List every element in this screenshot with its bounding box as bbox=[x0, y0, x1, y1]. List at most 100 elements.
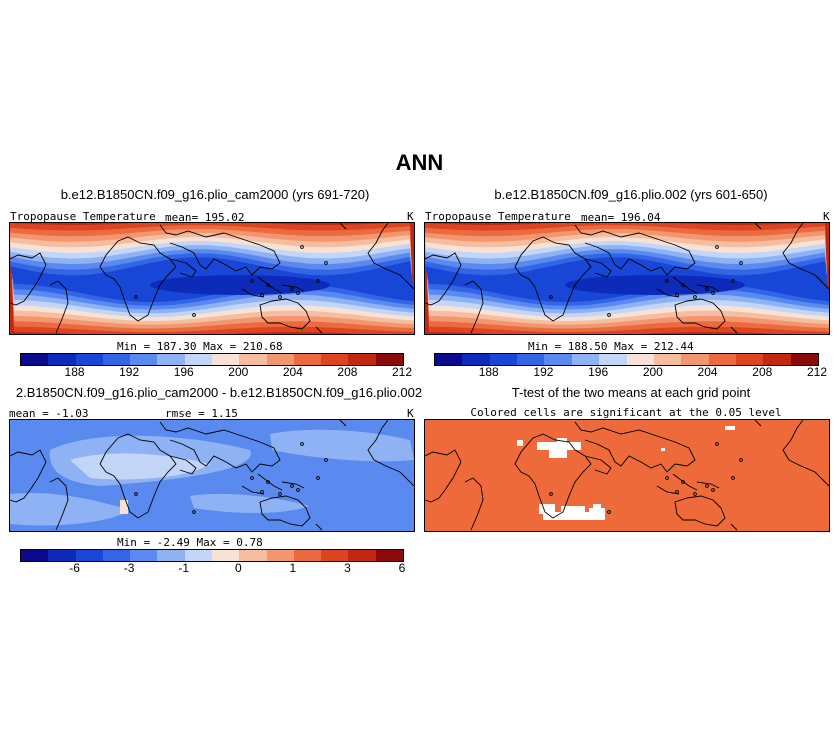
panel2-map-svg bbox=[425, 223, 829, 334]
colorbar-tick-label: 6 bbox=[398, 561, 406, 575]
colorbar-cell bbox=[48, 550, 76, 561]
colorbar-cell bbox=[763, 354, 791, 365]
panel2-colorbar-ticks: 188 192 196 200 204 208 212 bbox=[434, 365, 827, 381]
colorbar-cell bbox=[321, 354, 349, 365]
significant-area bbox=[425, 420, 829, 531]
panel3-units-label: K bbox=[407, 407, 414, 420]
panel1-map bbox=[9, 222, 415, 335]
coastline bbox=[49, 280, 69, 334]
colorbar-cell bbox=[790, 354, 819, 365]
colorbar-cell bbox=[211, 354, 240, 365]
panel3-mean-label: mean = -1.03 bbox=[9, 407, 89, 420]
island bbox=[739, 261, 743, 265]
coastline bbox=[754, 420, 762, 427]
contour-band bbox=[120, 500, 128, 514]
colorbar-tick-label: 212 bbox=[806, 365, 828, 379]
island bbox=[665, 476, 669, 480]
panel2-units-label: K bbox=[823, 210, 830, 223]
nonsignificant-cell bbox=[589, 508, 605, 514]
coastline bbox=[367, 223, 414, 290]
island bbox=[549, 492, 553, 496]
island bbox=[665, 279, 669, 283]
colorbar-cell bbox=[348, 550, 376, 561]
colorbar-cell bbox=[75, 354, 103, 365]
colorbar-tick-label: 204 bbox=[282, 365, 303, 379]
colorbar-tick-label: 208 bbox=[752, 365, 773, 379]
coastline bbox=[656, 288, 680, 298]
coastline bbox=[514, 433, 592, 519]
colorbar-cell bbox=[266, 550, 294, 561]
colorbar-cell bbox=[708, 354, 736, 365]
island bbox=[266, 283, 270, 287]
nonsignificant-cell bbox=[543, 512, 605, 520]
island bbox=[681, 283, 685, 287]
island bbox=[324, 261, 328, 265]
island bbox=[705, 287, 709, 291]
coastline bbox=[241, 288, 265, 298]
coastlines bbox=[10, 223, 414, 334]
panel1-colorbar bbox=[20, 353, 404, 366]
panel2-map bbox=[424, 222, 830, 335]
panel2-mean-label: mean= 196.04 bbox=[581, 211, 661, 224]
colorbar-cell bbox=[266, 354, 294, 365]
coastline bbox=[696, 481, 720, 489]
nonsignificant-cell bbox=[539, 504, 555, 514]
panel4-map bbox=[424, 419, 830, 532]
island bbox=[607, 313, 611, 317]
colorbar-cell bbox=[102, 354, 131, 365]
island bbox=[296, 488, 300, 492]
temperature-field bbox=[425, 223, 829, 334]
colorbar-cell bbox=[735, 354, 764, 365]
island bbox=[693, 492, 697, 496]
contour-band bbox=[565, 275, 745, 295]
contour-band bbox=[150, 275, 330, 295]
coastline bbox=[315, 523, 323, 531]
island bbox=[300, 442, 304, 446]
nonsignificant-cell bbox=[725, 426, 735, 430]
colorbar-cell bbox=[321, 550, 349, 561]
island bbox=[278, 295, 282, 299]
colorbar-cell bbox=[157, 354, 185, 365]
colorbar-cell bbox=[462, 354, 490, 365]
island bbox=[260, 293, 264, 297]
coastline bbox=[514, 236, 592, 322]
colorbar-cell bbox=[489, 354, 518, 365]
colorbar-cell bbox=[184, 354, 212, 365]
coastline bbox=[99, 236, 177, 322]
difference-field bbox=[10, 429, 414, 526]
coastline bbox=[257, 276, 283, 294]
island bbox=[296, 291, 300, 295]
panel1-mean-label: mean= 195.02 bbox=[165, 211, 245, 224]
contour-band bbox=[190, 493, 310, 513]
colorbar-cell bbox=[681, 354, 709, 365]
coastline bbox=[696, 284, 720, 292]
colorbar-cell bbox=[293, 354, 322, 365]
temperature-field bbox=[10, 223, 414, 334]
island bbox=[675, 490, 679, 494]
panel3-map bbox=[9, 419, 415, 532]
nonsignificant-cell bbox=[549, 450, 567, 458]
panel2-case-title: b.e12.B1850CN.f09_g16.plio.002 (yrs 601-… bbox=[494, 187, 768, 202]
coastline bbox=[464, 280, 484, 334]
coastline bbox=[169, 258, 197, 278]
coastline bbox=[315, 326, 323, 334]
island bbox=[715, 245, 719, 249]
coastline bbox=[656, 485, 680, 495]
coastline bbox=[574, 224, 696, 276]
panel3-rmse-label: rmse = 1.15 bbox=[165, 407, 238, 420]
coastline bbox=[259, 495, 311, 527]
island bbox=[278, 492, 282, 496]
island bbox=[715, 442, 719, 446]
island bbox=[290, 287, 294, 291]
island bbox=[134, 492, 138, 496]
island bbox=[250, 476, 254, 480]
coastline bbox=[425, 252, 462, 306]
colorbar-cell bbox=[626, 354, 654, 365]
coastline bbox=[464, 477, 484, 531]
colorbar-tick-label: 200 bbox=[642, 365, 663, 379]
coastline bbox=[241, 485, 265, 495]
colorbar-cell bbox=[239, 354, 267, 365]
colorbar-cell bbox=[184, 550, 212, 561]
panel4-case-title: T-test of the two means at each grid poi… bbox=[511, 385, 751, 400]
panel3-map-svg bbox=[10, 420, 414, 531]
